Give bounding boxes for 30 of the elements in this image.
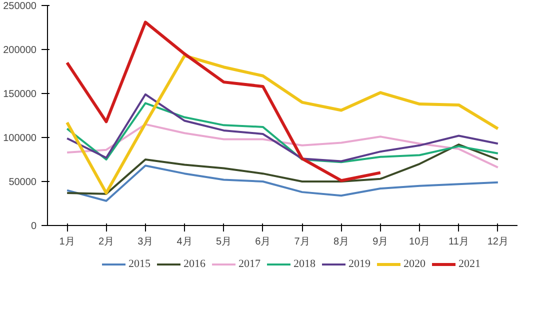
legend-label: 2021	[458, 258, 480, 270]
line-series	[66, 164, 499, 202]
x-tick-label: 2月	[98, 236, 114, 248]
x-tick-label: 8月	[333, 236, 350, 248]
legend-label: 2017	[238, 258, 260, 270]
line-series	[66, 144, 499, 195]
line-series	[66, 54, 500, 194]
x-tick-label: 4月	[176, 236, 192, 248]
x-tick-label: 6月	[255, 236, 271, 248]
line-series	[66, 123, 499, 168]
y-tick-label: 50000	[8, 177, 37, 188]
x-tick-label: 12月	[487, 236, 508, 248]
x-tick-label: 5月	[216, 236, 232, 248]
x-tick-label: 11月	[448, 236, 469, 248]
legend-label: 2018	[294, 258, 316, 270]
legend-label: 2016	[184, 258, 206, 270]
x-tick-label: 10月	[409, 236, 430, 248]
y-tick-label: 100000	[3, 133, 37, 144]
legend-label: 2019	[348, 258, 370, 270]
line-series	[66, 20, 382, 182]
y-tick-label: 0	[30, 221, 37, 232]
x-tick-label: 7月	[294, 236, 310, 248]
x-tick-label: 9月	[372, 236, 388, 248]
legend-label: 2015	[128, 258, 150, 270]
legend-label: 2020	[404, 258, 426, 270]
x-tick-label: 3月	[138, 236, 154, 248]
x-tick-label: 1月	[59, 236, 75, 248]
y-tick-label: 250000	[3, 1, 37, 12]
y-tick-label: 200000	[3, 45, 37, 56]
y-tick-label: 150000	[3, 89, 37, 100]
